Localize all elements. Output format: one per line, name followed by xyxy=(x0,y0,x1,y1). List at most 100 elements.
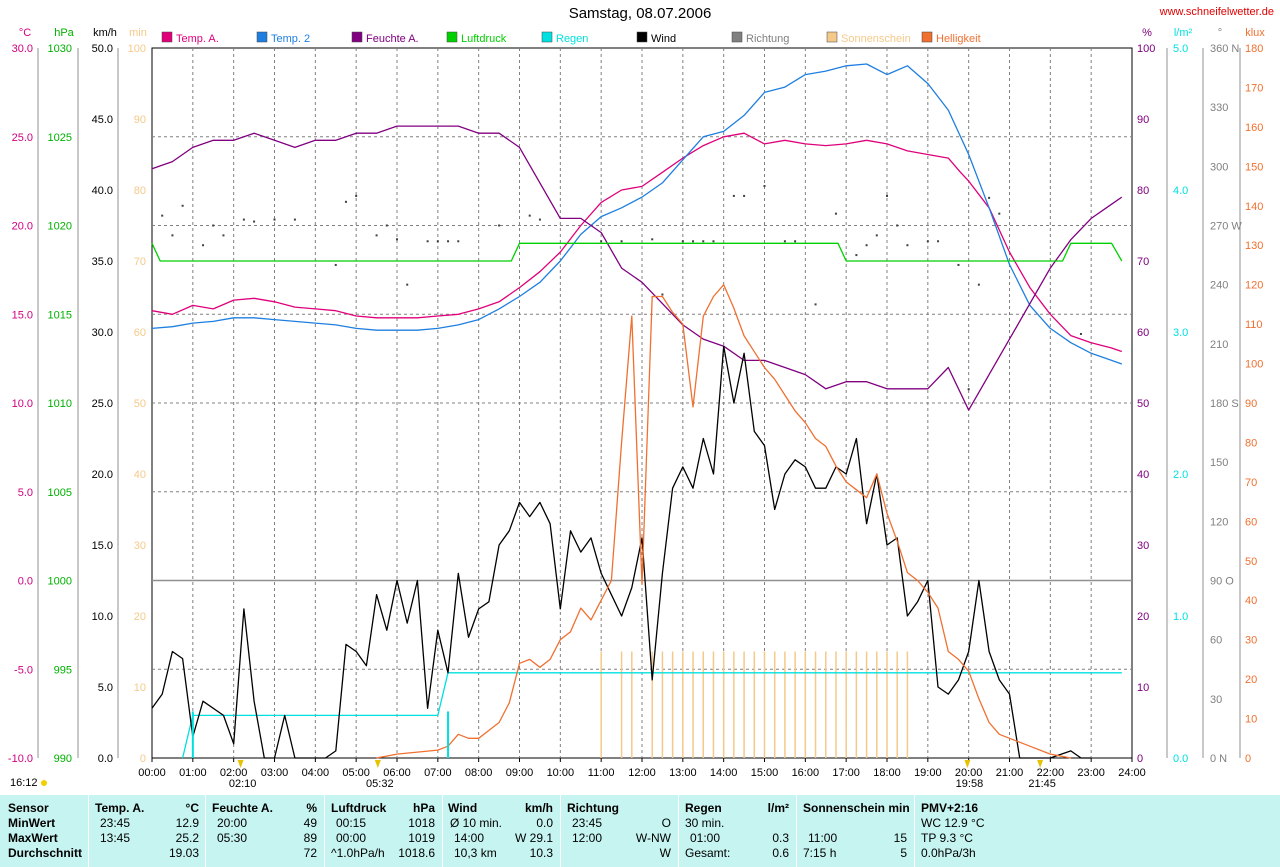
temp-tick-label: 30.0 xyxy=(12,43,33,55)
wind-max-time: 14:00 xyxy=(454,831,485,845)
direction-point xyxy=(161,214,164,217)
rain-max-time: 01:00 xyxy=(690,831,721,845)
humidity-tick-label: 70 xyxy=(1137,256,1149,268)
dewpoint-value: TP 9.3 °C xyxy=(921,831,973,845)
direction-max-time: 12:00 xyxy=(572,831,603,845)
humidity-tick-label: 0 xyxy=(1137,753,1143,765)
temp-tick-label: 10.0 xyxy=(12,398,33,410)
wind-header: Wind xyxy=(448,801,478,815)
legend-label: Temp. A. xyxy=(176,33,219,45)
humidity-tick-label: 20 xyxy=(1137,611,1149,623)
temp-column: Temp. A. °C 23:45 12.9 13:45 25.2 19.03 xyxy=(95,801,199,861)
direction-point xyxy=(385,224,388,227)
direction-point xyxy=(661,293,664,296)
wind-tick-label: 20.0 xyxy=(92,469,113,481)
current-time-label: 16:12 xyxy=(10,777,38,789)
direction-point xyxy=(783,240,786,243)
brightness-tick-label: 0 xyxy=(1245,753,1251,765)
brightness-tick-label: 20 xyxy=(1245,674,1257,686)
sunshine-tick-label: 40 xyxy=(134,469,146,481)
legend-swatch xyxy=(636,31,648,43)
site-link[interactable]: www.schneifelwetter.de xyxy=(1159,6,1274,18)
temp-max-time: 13:45 xyxy=(100,831,131,845)
sunshine-tick-label: 0 xyxy=(140,753,146,765)
brightness-tick-label: 60 xyxy=(1245,516,1257,528)
brightness-tick-label: 50 xyxy=(1245,556,1257,568)
brightness-tick-label: 150 xyxy=(1245,161,1263,173)
direction-point xyxy=(222,234,225,237)
wind-unit-label: km/h xyxy=(93,27,117,39)
time-marker-icon xyxy=(1037,760,1044,768)
column-divider xyxy=(678,795,679,867)
temp-tick-label: -10.0 xyxy=(8,753,33,765)
brightness-tick-label: 90 xyxy=(1245,398,1257,410)
wind-tick-label: 40.0 xyxy=(92,185,113,197)
humidity-unit: % xyxy=(306,801,317,815)
direction-point xyxy=(273,218,276,221)
x-tick-label: 24:00 xyxy=(1118,767,1146,779)
sensor-header: Sensor xyxy=(8,801,49,815)
pressure-tick-label: 1005 xyxy=(48,487,72,499)
direction-tick-label: 330 xyxy=(1210,102,1228,114)
column-divider xyxy=(88,795,89,867)
direction-point xyxy=(794,240,797,243)
direction-tick-label: 210 xyxy=(1210,339,1228,351)
rain-tick-label: 1.0 xyxy=(1173,611,1188,623)
time-marker-label: 19:58 xyxy=(956,778,984,790)
wind-min-label: Ø 10 min. xyxy=(450,816,503,830)
wind-unit: km/h xyxy=(524,801,553,815)
direction-point xyxy=(977,283,980,286)
column-divider xyxy=(205,795,206,867)
direction-tick-label: 270 W xyxy=(1210,221,1242,233)
rain-total-label: Gesamt: xyxy=(685,846,731,860)
direction-point xyxy=(181,204,184,207)
temp-tick-label: 25.0 xyxy=(12,132,33,144)
avg-row-label: Durchschnitt xyxy=(8,846,83,860)
legend-swatch xyxy=(446,31,458,43)
x-tick-label: 04:00 xyxy=(302,767,330,779)
pressure-tick-label: 990 xyxy=(54,753,72,765)
humidity-tick-label: 60 xyxy=(1137,327,1149,339)
x-tick-label: 21:00 xyxy=(996,767,1024,779)
direction-point xyxy=(886,194,888,197)
pmv-header: PMV+2:16 xyxy=(921,801,979,815)
legend-label: Richtung xyxy=(746,33,789,45)
direction-point xyxy=(998,212,1001,215)
rain-column: Regen l/m² 30 min. 01:00 0.3 Gesamt: 0.6 xyxy=(685,801,789,861)
legend-swatch xyxy=(731,31,743,43)
wind-tick-label: 0.0 xyxy=(98,753,113,765)
legend-swatch xyxy=(351,31,363,43)
x-tick-label: 15:00 xyxy=(751,767,779,779)
time-marker-label: 21:45 xyxy=(1028,778,1056,790)
temp-a-series-line xyxy=(151,132,1123,353)
humidity-tick-label: 90 xyxy=(1137,114,1149,126)
pmv-column: PMV+2:16 WC 12.9 °C TP 9.3 °C 0.0hPa/3h xyxy=(921,801,1041,861)
pressure-min-time: 00:15 xyxy=(336,816,367,830)
temp-tick-label: 15.0 xyxy=(12,309,33,321)
direction-tick-label: 90 O xyxy=(1210,576,1234,588)
brightness-tick-label: 100 xyxy=(1245,359,1263,371)
brightness-tick-label: 180 xyxy=(1245,43,1263,55)
x-tick-label: 07:00 xyxy=(424,767,452,779)
pressure-tick-label: 1015 xyxy=(48,309,72,321)
legend-swatch xyxy=(161,31,173,43)
wind-tick-label: 35.0 xyxy=(92,256,113,268)
wind-tick-label: 30.0 xyxy=(92,327,113,339)
x-tick-label: 12:00 xyxy=(628,767,656,779)
temp-min-time: 23:45 xyxy=(100,816,131,830)
humidity-tick-label: 50 xyxy=(1137,398,1149,410)
direction-min-time: 23:45 xyxy=(572,816,603,830)
regen-series-line xyxy=(181,672,1122,759)
brightness-tick-label: 140 xyxy=(1245,201,1263,213)
legend-swatch xyxy=(541,31,553,43)
direction-point xyxy=(426,240,429,243)
direction-point xyxy=(1079,332,1082,335)
direction-point xyxy=(875,234,878,237)
direction-column: Richtung 23:45 O 12:00 W-NW W xyxy=(567,801,671,861)
sunshine-tick-label: 80 xyxy=(134,185,146,197)
column-divider xyxy=(560,795,561,867)
direction-point xyxy=(600,240,603,243)
x-tick-label: 22:00 xyxy=(1037,767,1065,779)
direction-point xyxy=(681,240,684,243)
rain-header: Regen xyxy=(685,801,722,815)
